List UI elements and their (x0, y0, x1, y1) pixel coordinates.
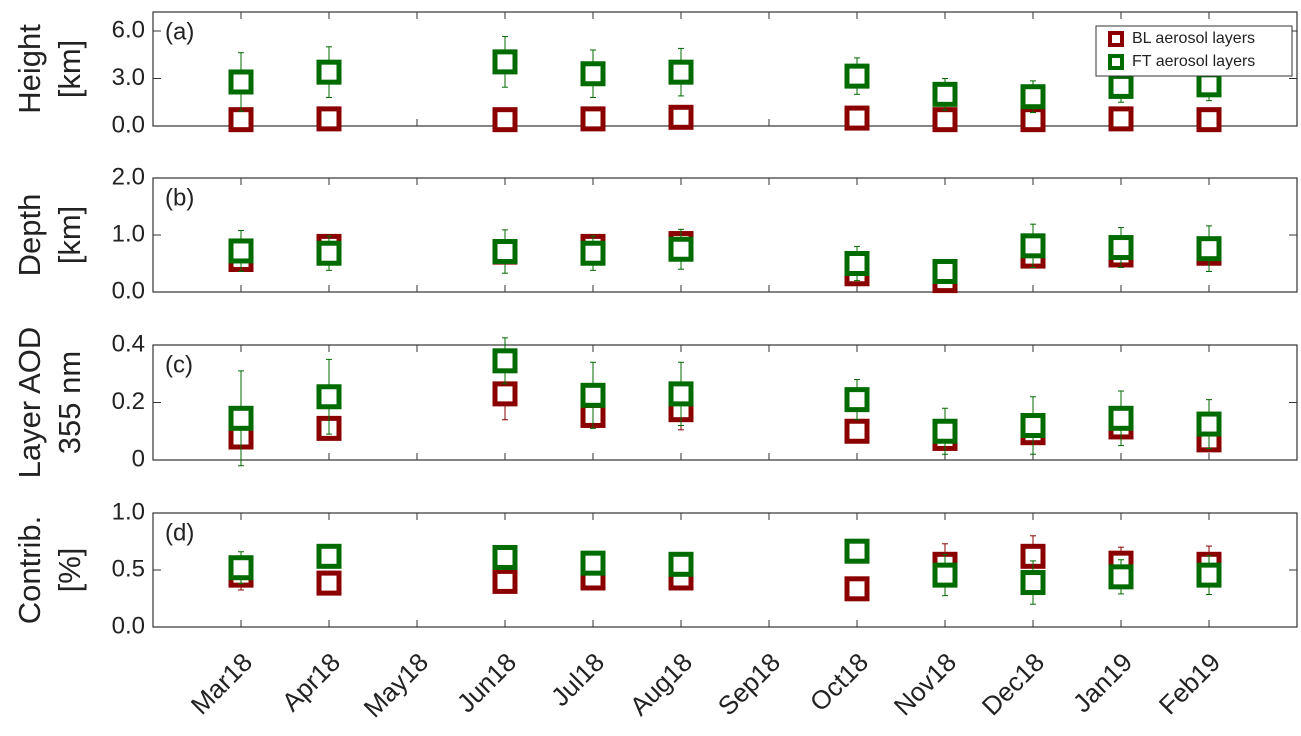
marker (316, 384, 342, 410)
legend-marker (1108, 54, 1124, 70)
marker (1108, 564, 1134, 590)
marker (932, 81, 958, 107)
y-tick-label: 0.0 (112, 612, 145, 639)
x-tick-label: Jun18 (451, 647, 522, 718)
legend-label: BL aerosol layers (1132, 30, 1255, 47)
marker (492, 239, 518, 265)
marker (492, 49, 518, 75)
y-tick-label: 3.0 (112, 64, 145, 91)
y-axis-label: 355 nm (52, 351, 87, 454)
x-tick-label: Sep18 (712, 647, 786, 721)
marker (492, 381, 518, 407)
marker (228, 69, 254, 95)
y-tick-label: 6.0 (112, 16, 145, 43)
marker (228, 238, 254, 264)
marker (492, 348, 518, 374)
marker (1108, 73, 1134, 99)
marker (1196, 72, 1222, 98)
x-tick-label: Jul18 (545, 647, 610, 712)
x-tick-label: Dec18 (976, 647, 1050, 721)
y-tick-label: 1.0 (112, 498, 145, 525)
marker (1196, 107, 1222, 133)
marker (1020, 570, 1046, 596)
marker (668, 551, 694, 577)
marker (580, 382, 606, 408)
y-axis-label: [km] (52, 40, 87, 99)
x-tick-label: Apr18 (276, 647, 346, 717)
marker (932, 258, 958, 284)
marker (668, 104, 694, 130)
marker (1196, 236, 1222, 262)
marker (1020, 233, 1046, 259)
marker (844, 418, 870, 444)
marker (844, 251, 870, 276)
marker (492, 568, 518, 594)
panel-label: (a) (165, 18, 194, 45)
marker (668, 381, 694, 407)
marker (316, 570, 342, 596)
marker (844, 538, 870, 564)
x-tick-label: May18 (358, 647, 434, 723)
y-axis-label: Height (12, 24, 47, 114)
marker (316, 543, 342, 569)
x-tick-label: Mar18 (185, 647, 258, 720)
marker (1108, 235, 1134, 261)
legend-marker (1108, 31, 1124, 47)
marker (316, 240, 342, 266)
marker (580, 106, 606, 132)
plot-frame (152, 11, 1298, 127)
legend-label: FT aerosol layers (1132, 53, 1255, 70)
y-tick-label: 0.2 (112, 388, 145, 415)
x-tick-label: Feb19 (1153, 647, 1226, 720)
y-axis-label: Layer AOD (12, 327, 47, 479)
marker (580, 550, 606, 576)
x-tick-label: Aug18 (624, 647, 698, 721)
y-axis-label: [%] (52, 548, 87, 593)
y-axis-label: Depth (12, 194, 47, 277)
panel-label: (b) (165, 184, 194, 211)
y-tick-label: 0.0 (112, 111, 145, 138)
panel-label: (d) (165, 519, 194, 546)
marker (1108, 106, 1134, 132)
x-tick-label: Oct18 (804, 647, 874, 717)
marker (844, 576, 870, 602)
marker (1020, 413, 1046, 438)
marker (228, 555, 254, 581)
marker (668, 236, 694, 262)
marker (844, 105, 870, 131)
y-tick-label: 0.0 (112, 277, 145, 304)
marker (932, 107, 958, 133)
marker (492, 544, 518, 570)
y-axis-label: Contrib. (12, 516, 47, 625)
legend-box (1095, 25, 1293, 77)
marker (316, 106, 342, 132)
marker (316, 59, 342, 85)
y-tick-label: 0.5 (112, 555, 145, 582)
marker (228, 107, 254, 133)
marker (668, 59, 694, 85)
marker (1196, 411, 1222, 437)
y-tick-label: 1.0 (112, 220, 145, 247)
y-axis-label: [km] (52, 206, 87, 265)
marker (580, 61, 606, 87)
marker (932, 562, 958, 588)
marker (1196, 562, 1222, 588)
marker (844, 63, 870, 89)
marker (228, 405, 254, 431)
marker (1108, 405, 1134, 431)
marker (492, 107, 518, 133)
x-tick-label: Nov18 (888, 647, 962, 721)
y-tick-label: 0.4 (112, 330, 145, 357)
marker (1020, 84, 1046, 110)
marker (844, 387, 870, 413)
marker (580, 240, 606, 266)
panel-label: (c) (165, 351, 193, 378)
y-tick-label: 2.0 (112, 163, 145, 190)
x-tick-label: Jan19 (1067, 647, 1138, 718)
y-tick-label: 0 (132, 445, 145, 472)
marker (932, 418, 958, 444)
